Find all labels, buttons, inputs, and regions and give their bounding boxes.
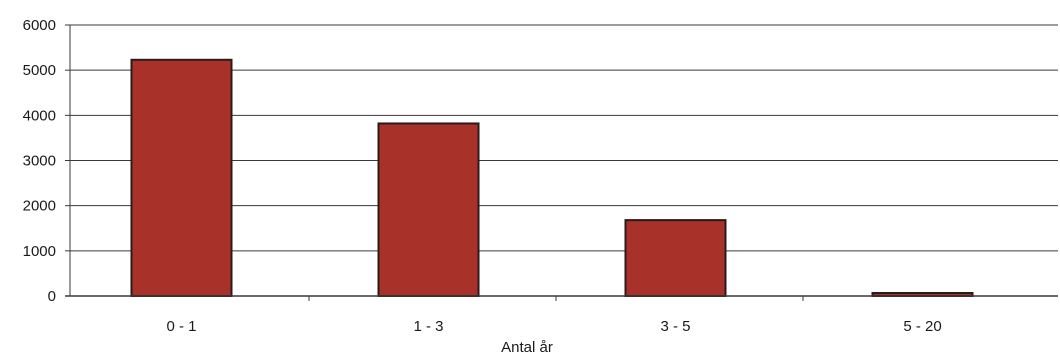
- bar: [130, 58, 233, 297]
- x-tick-label: 3 - 5: [660, 318, 690, 335]
- x-tick-label: 5 - 20: [903, 318, 941, 335]
- x-axis-tick-labels: 0 - 1 1 - 3 3 - 5 5 - 20: [166, 296, 942, 335]
- y-tick-label: 5000: [23, 62, 56, 79]
- x-tick-label: 1 - 3: [413, 318, 443, 335]
- y-axis-tick-labels: 0 1000 2000 3000 4000 5000 6000: [23, 17, 56, 305]
- y-tick-label: 4000: [23, 107, 56, 124]
- x-tick-label: 0 - 1: [166, 318, 196, 335]
- grid-lines: [65, 24, 1058, 297]
- bars: [130, 58, 974, 297]
- bar: [624, 219, 727, 297]
- x-axis-title: Antal år: [501, 339, 553, 355]
- y-tick-label: 3000: [23, 153, 56, 170]
- bar: [377, 122, 480, 297]
- y-tick-label: 6000: [23, 17, 56, 34]
- y-tick-label: 1000: [23, 243, 56, 260]
- y-tick-label: 0: [48, 288, 56, 305]
- y-tick-label: 2000: [23, 198, 56, 215]
